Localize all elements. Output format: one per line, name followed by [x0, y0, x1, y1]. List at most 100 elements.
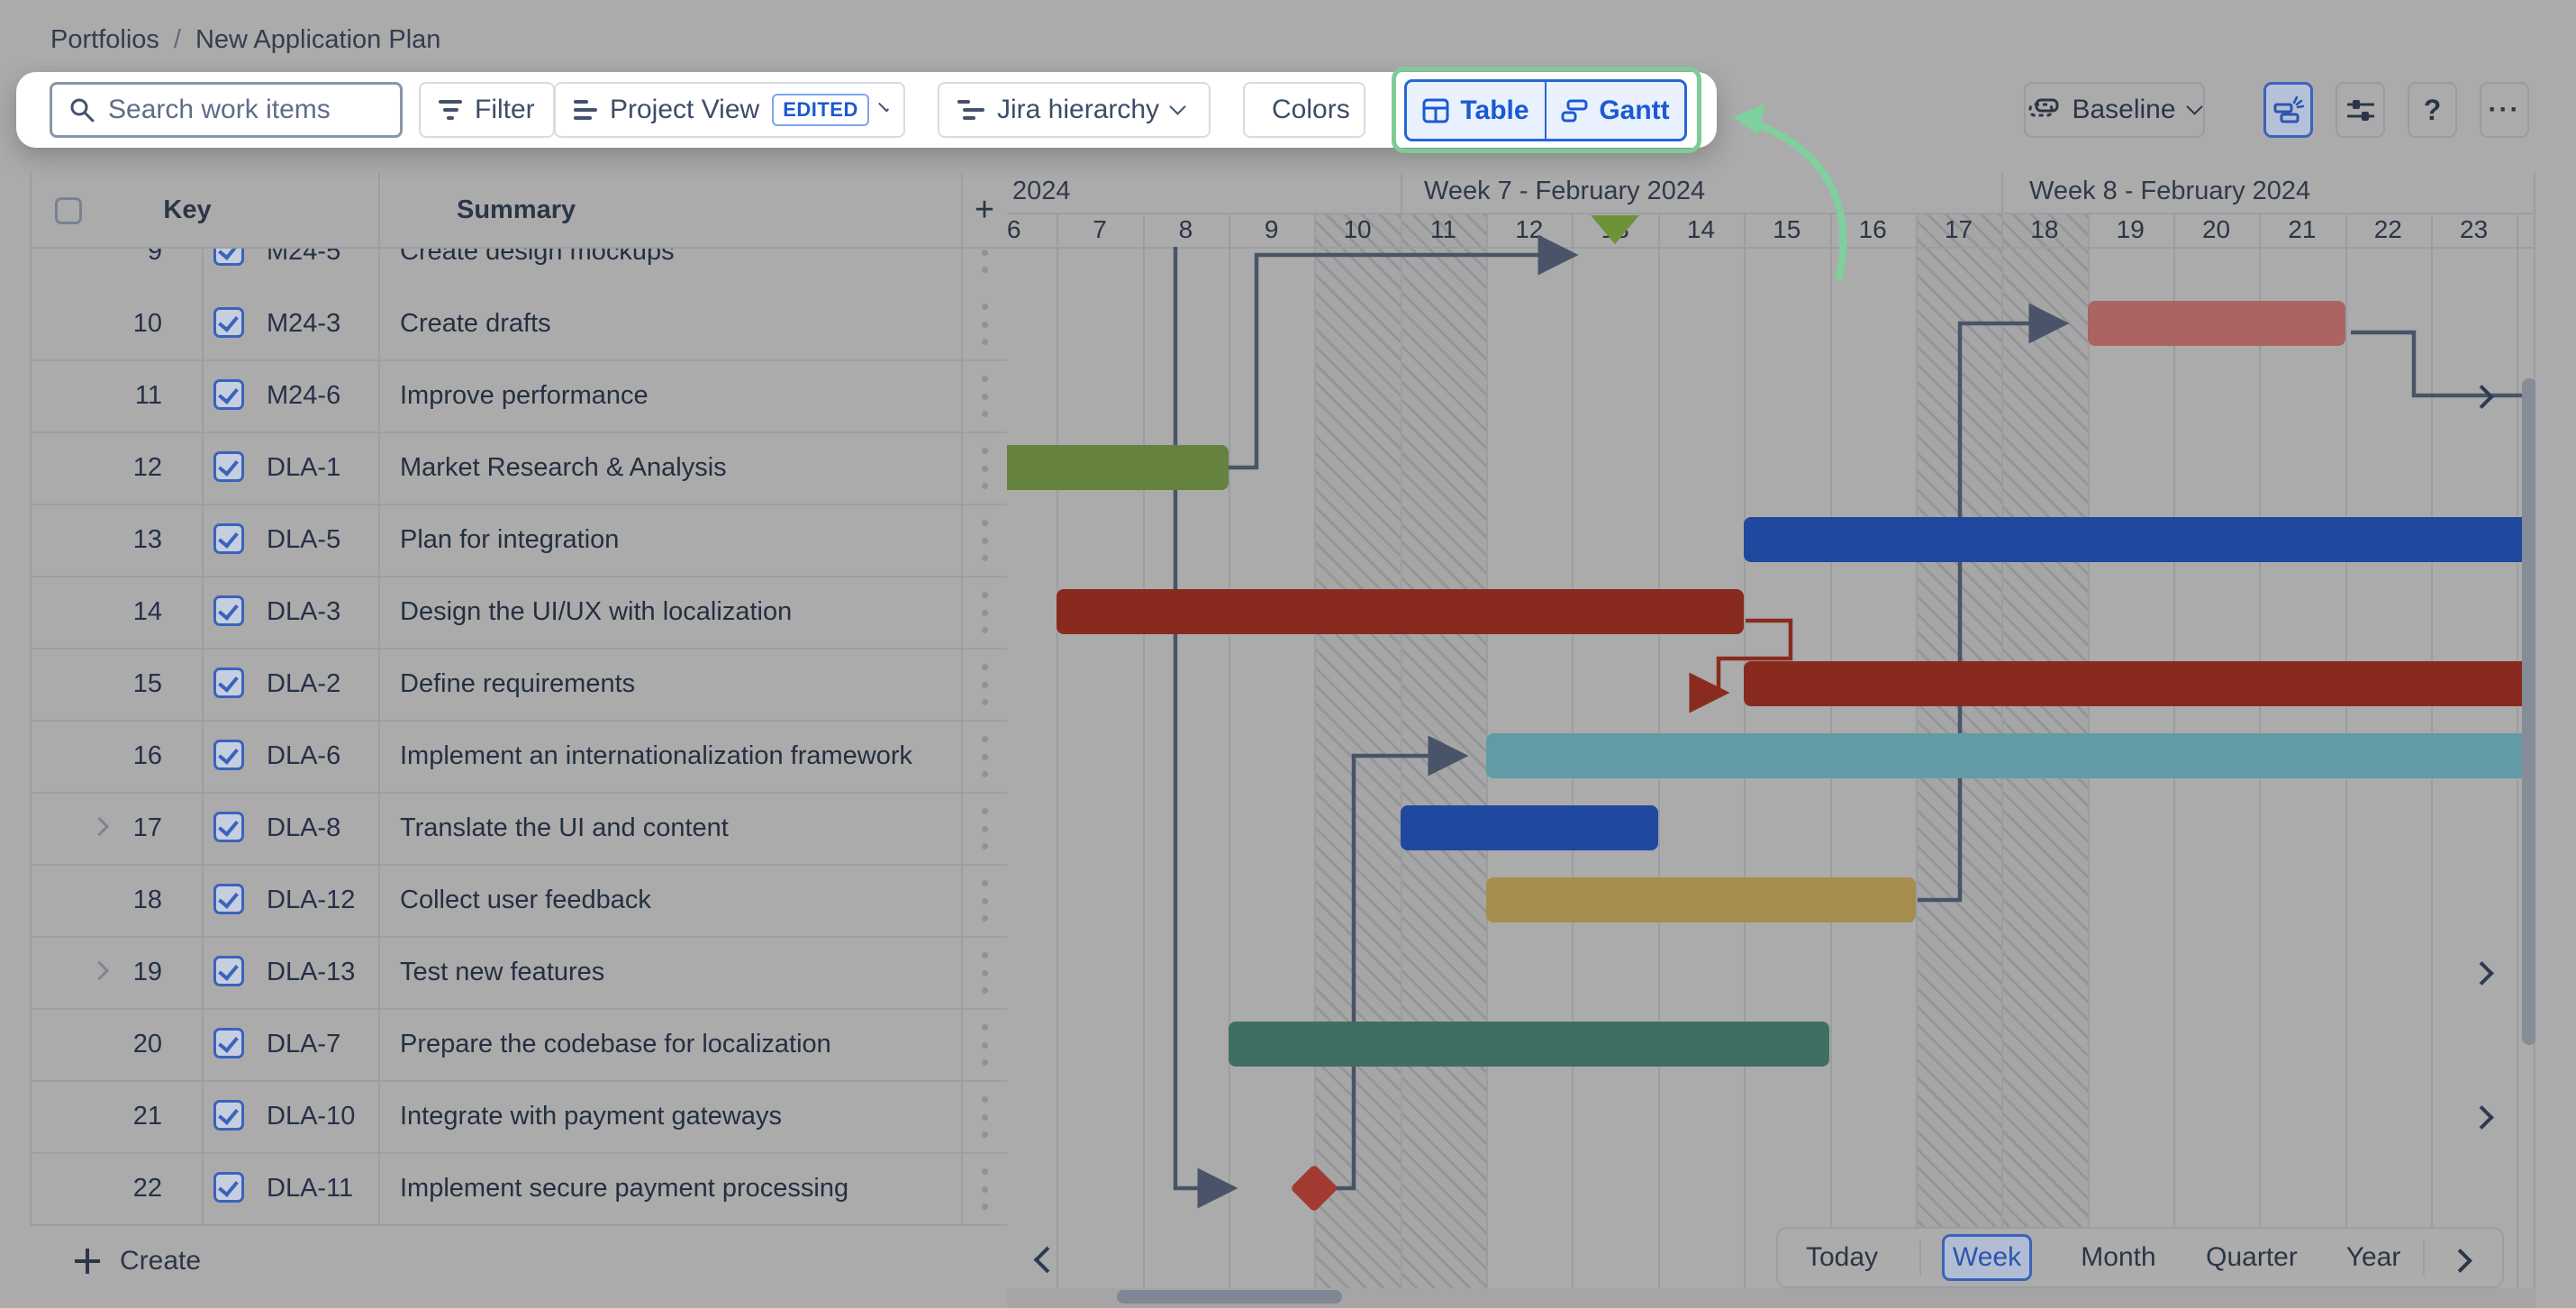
kebab-menu[interactable] — [973, 1096, 996, 1138]
kebab-menu[interactable] — [973, 736, 996, 777]
row-summary[interactable]: Integrate with payment gateways — [400, 1102, 782, 1131]
gantt-bar-M24-3[interactable] — [2087, 301, 2345, 346]
kebab-menu[interactable] — [973, 952, 996, 994]
row-key[interactable]: DLA-5 — [267, 525, 341, 554]
critical-path-button[interactable] — [2263, 82, 2313, 138]
row-summary[interactable]: Improve performance — [400, 381, 649, 410]
row-summary[interactable]: Design the UI/UX with localization — [400, 597, 793, 626]
gantt-bar-DLA-1[interactable] — [1007, 445, 1229, 490]
search-input[interactable]: Search work items — [50, 82, 403, 138]
row-summary[interactable]: Create design mockups — [400, 247, 675, 266]
row-summary[interactable]: Implement an internationalization framew… — [400, 741, 912, 770]
add-column-button[interactable]: + — [974, 191, 995, 229]
table-toggle-button[interactable]: Table — [1407, 82, 1545, 139]
gantt-bar-DLA-2[interactable] — [1744, 661, 2535, 706]
row-summary[interactable]: Create drafts — [400, 309, 551, 338]
row-checkbox[interactable] — [213, 595, 244, 626]
baseline-button[interactable]: Baseline — [2024, 82, 2205, 138]
row-summary[interactable]: Implement secure payment processing — [400, 1174, 849, 1203]
table-row[interactable]: 14 DLA-3 Design the UI/UX with localizatio… — [30, 576, 1007, 649]
row-summary[interactable]: Plan for integration — [400, 525, 620, 554]
table-row-clipped[interactable]: 9 M24-5 Create design mockups — [30, 247, 1007, 287]
kebab-menu[interactable] — [973, 448, 996, 489]
view-mode-quarter[interactable]: Quarter — [2206, 1242, 2298, 1272]
row-key[interactable]: DLA-6 — [267, 741, 341, 770]
row-key[interactable]: DLA-11 — [267, 1174, 354, 1203]
kebab-menu[interactable] — [973, 304, 996, 345]
row-key[interactable]: DLA-13 — [267, 958, 356, 986]
kebab-menu[interactable] — [973, 247, 996, 273]
row-checkbox[interactable] — [213, 1172, 244, 1203]
table-row[interactable]: 12 DLA-1 Market Research & Analysis — [30, 431, 1007, 505]
row-checkbox[interactable] — [213, 1028, 244, 1058]
view-settings-button[interactable] — [2336, 82, 2385, 138]
row-key[interactable]: M24-5 — [267, 247, 341, 266]
table-row[interactable]: 16 DLA-6 Implement an internationalization… — [30, 720, 1007, 794]
row-summary[interactable]: Test new features — [400, 958, 605, 986]
row-key[interactable]: DLA-1 — [267, 453, 341, 482]
table-row[interactable]: 10 M24-3 Create drafts — [30, 287, 1007, 361]
row-checkbox[interactable] — [213, 523, 244, 554]
row-key[interactable]: DLA-7 — [267, 1030, 341, 1058]
gantt-bar-DLA-12[interactable] — [1486, 877, 1916, 922]
table-row[interactable]: 17 DLA-8 Translate the UI and content — [30, 792, 1007, 866]
kebab-menu[interactable] — [973, 880, 996, 922]
kebab-menu[interactable] — [973, 1024, 996, 1066]
row-summary[interactable]: Collect user feedback — [400, 886, 651, 914]
view-mode-week[interactable]: Week — [1942, 1234, 2032, 1281]
vertical-scrollbar-thumb[interactable] — [2522, 378, 2535, 1045]
timeline-next-icon[interactable] — [2448, 1249, 2472, 1273]
row-checkbox[interactable] — [213, 956, 244, 986]
milestone-M24-5[interactable] — [1591, 215, 1640, 244]
row-key[interactable]: DLA-2 — [267, 669, 341, 698]
more-button[interactable]: ··· — [2480, 82, 2529, 138]
gantt-bar-DLA-5[interactable] — [1744, 517, 2535, 562]
filter-button[interactable]: Filter — [419, 82, 555, 138]
kebab-menu[interactable] — [973, 520, 996, 561]
gantt-toggle-button[interactable]: Gantt — [1545, 82, 1684, 139]
row-summary[interactable]: Market Research & Analysis — [400, 453, 727, 482]
column-header-summary[interactable]: Summary — [457, 195, 576, 224]
table-row[interactable]: 21 DLA-10 Integrate with payment gateways — [30, 1080, 1007, 1154]
row-checkbox[interactable] — [213, 307, 244, 338]
row-checkbox[interactable] — [213, 668, 244, 698]
select-all-checkbox[interactable] — [55, 197, 82, 224]
row-checkbox[interactable] — [213, 379, 244, 410]
row-checkbox[interactable] — [213, 812, 244, 842]
colors-button[interactable]: Colors — [1243, 82, 1365, 138]
table-row[interactable]: 9 M24-5 Create design mockups — [30, 247, 1007, 287]
kebab-menu[interactable] — [973, 376, 996, 417]
view-mode-year[interactable]: Year — [2345, 1242, 2401, 1272]
gantt-bar-DLA-3[interactable] — [1057, 589, 1745, 634]
table-row[interactable]: 13 DLA-5 Plan for integration — [30, 504, 1007, 577]
row-key[interactable]: DLA-10 — [267, 1102, 356, 1131]
view-mode-today[interactable]: Today — [1805, 1242, 1879, 1272]
help-button[interactable]: ? — [2408, 82, 2457, 138]
kebab-menu[interactable] — [973, 592, 996, 633]
row-checkbox[interactable] — [213, 1100, 244, 1131]
gantt-bar-DLA-8[interactable] — [1400, 805, 1658, 850]
row-key[interactable]: DLA-8 — [267, 813, 341, 842]
kebab-menu[interactable] — [973, 664, 996, 705]
row-summary[interactable]: Translate the UI and content — [400, 813, 729, 842]
gantt-bar-DLA-7[interactable] — [1229, 1022, 1830, 1067]
row-summary[interactable]: Define requirements — [400, 669, 636, 698]
row-key[interactable]: M24-6 — [267, 381, 341, 410]
kebab-menu[interactable] — [973, 1168, 996, 1210]
row-checkbox[interactable] — [213, 884, 244, 914]
project-view-button[interactable]: Project View EDITED — [554, 82, 905, 138]
row-checkbox[interactable] — [213, 247, 244, 266]
table-row[interactable]: 19 DLA-13 Test new features — [30, 936, 1007, 1010]
table-row[interactable]: 11 M24-6 Improve performance — [30, 359, 1007, 433]
row-checkbox[interactable] — [213, 740, 244, 770]
breadcrumb-plan-name[interactable]: New Application Plan — [195, 25, 441, 54]
row-summary[interactable]: Prepare the codebase for localization — [400, 1030, 831, 1058]
table-row[interactable]: 20 DLA-7 Prepare the codebase for localiza… — [30, 1008, 1007, 1082]
row-key[interactable]: DLA-12 — [267, 886, 356, 914]
row-key[interactable]: DLA-3 — [267, 597, 341, 626]
kebab-menu[interactable] — [973, 808, 996, 849]
row-key[interactable]: M24-3 — [267, 309, 341, 338]
create-button[interactable]: Create — [75, 1246, 201, 1276]
table-row[interactable]: 22 DLA-11 Implement secure payment process… — [30, 1152, 1007, 1226]
column-header-key[interactable]: Key — [163, 195, 212, 224]
